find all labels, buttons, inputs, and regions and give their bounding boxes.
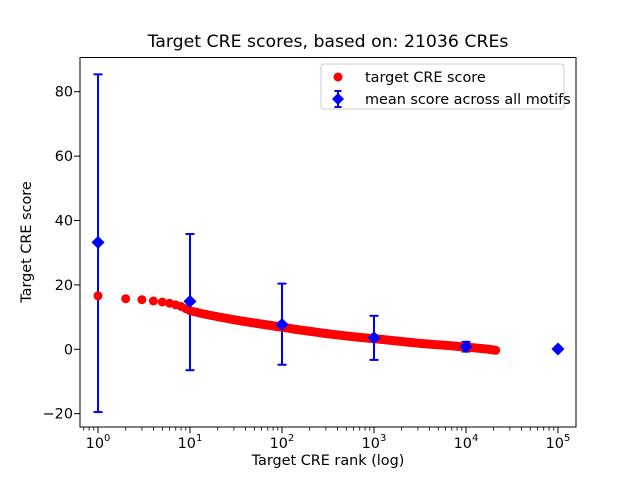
legend-entry-label: target CRE score	[365, 70, 486, 86]
scatter-point	[491, 345, 501, 355]
legend-box	[320, 63, 565, 110]
legend-diamond-marker	[332, 93, 344, 105]
y-axis-label: Target CRE score	[19, 181, 35, 304]
y-tick-label: −20	[43, 407, 73, 423]
mean-marker	[551, 342, 565, 356]
y-tick-label: 0	[64, 342, 73, 358]
x-tick-label: 100	[86, 433, 111, 452]
chart-title: Target CRE scores, based on: 21036 CREs	[147, 32, 509, 52]
mean-marker	[367, 331, 381, 345]
legend-entry-mean-score: mean score across all motifs	[332, 90, 571, 108]
x-tick-label: 105	[546, 433, 571, 452]
scatter-point	[157, 297, 167, 307]
y-tick-label: 80	[55, 85, 73, 101]
scatter-point	[148, 296, 158, 306]
plot-frame	[79, 57, 577, 428]
x-tick-label: 103	[362, 433, 387, 452]
mean-marker	[183, 294, 197, 308]
x-tick-label: 101	[178, 433, 203, 452]
x-axis-label: Target CRE rank (log)	[251, 453, 405, 469]
mean-marker	[91, 235, 105, 249]
legend-entry-target-cre-score: target CRE score	[333, 70, 486, 86]
scatter-point	[121, 294, 131, 304]
legend: target CRE score mean score across all mo…	[320, 63, 571, 110]
mean-markers-layer	[91, 235, 565, 356]
scatter-series-layer	[93, 291, 501, 355]
legend-circle-marker	[333, 72, 343, 82]
mean-marker	[459, 340, 473, 354]
scatter-point	[93, 291, 103, 301]
y-tick-label: 40	[55, 214, 73, 230]
x-tick-label: 104	[454, 433, 479, 452]
errorbar-lines-layer	[93, 73, 563, 414]
y-tick-label: 60	[55, 149, 73, 165]
legend-entry-label: mean score across all motifs	[365, 92, 571, 108]
x-tick-label: 102	[270, 433, 295, 452]
scatter-point	[137, 295, 147, 305]
y-tick-label: 20	[55, 278, 73, 294]
mean-marker	[275, 317, 289, 331]
axes-layer: 100 101 102 103 104 105 −20 0 20 40 60 80	[43, 57, 577, 452]
